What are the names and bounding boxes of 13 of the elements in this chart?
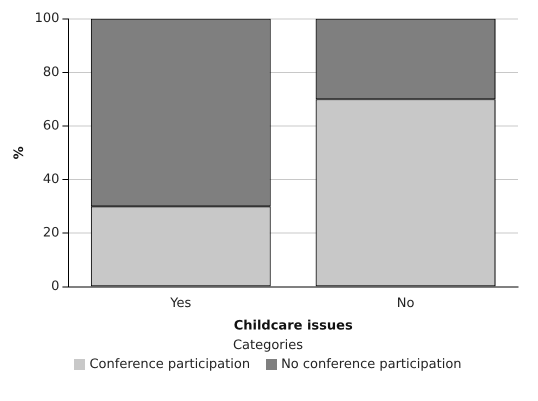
y-tick-label: 40 [42, 172, 60, 187]
y-tick-label: 100 [34, 11, 60, 26]
legend-label: Conference participation [89, 357, 250, 372]
y-tick-label: 80 [42, 64, 60, 80]
legend-label: No conference participation [281, 357, 462, 372]
y-tick-label: 20 [42, 226, 60, 241]
x-tick-label: Yes [169, 296, 192, 311]
legend-title: Categories [232, 338, 304, 353]
x-tick-label: No [396, 296, 414, 311]
x-axis-title: Childcare issues [234, 318, 353, 334]
y-tick-label: 60 [42, 118, 60, 134]
y-axis-title: % [12, 146, 28, 160]
y-tick-label: 0 [51, 279, 60, 294]
